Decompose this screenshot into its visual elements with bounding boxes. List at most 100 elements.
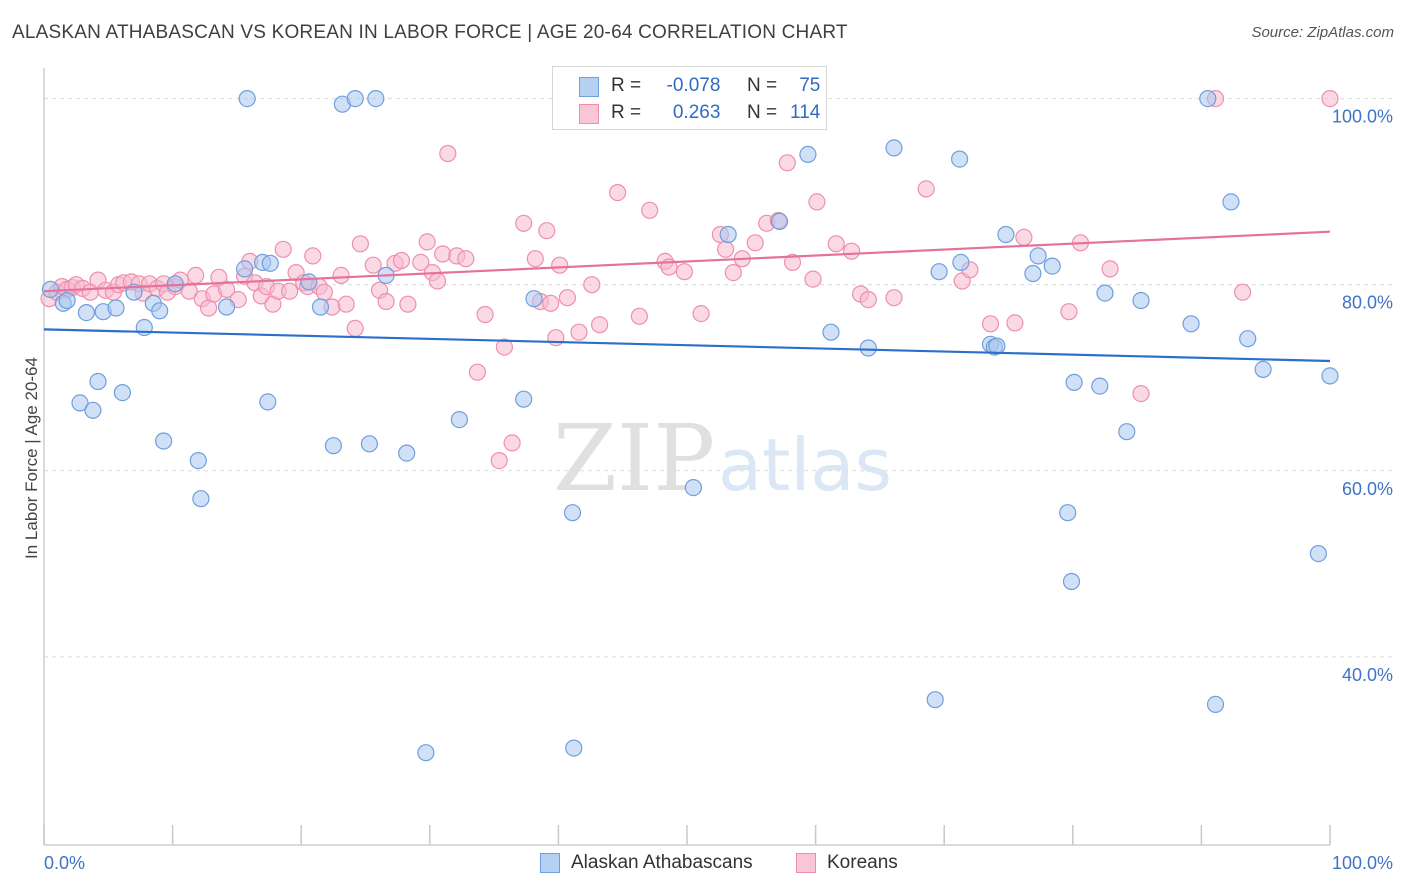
korean-point [281, 282, 299, 300]
korean-point [583, 276, 601, 294]
athabascan-point [360, 435, 378, 453]
korean-point [746, 234, 764, 252]
athabascan-point [926, 691, 944, 709]
legend-n-value: 75 [799, 75, 821, 96]
athabascan-trend-line [43, 328, 1331, 363]
legend-label-athabascan: Alaskan Athabascans [571, 852, 753, 873]
legend-r-label: R = [611, 75, 642, 96]
korean-point [392, 251, 411, 270]
athabascan-point [930, 263, 948, 281]
chart-title: ALASKAN ATHABASCAN VS KOREAN IN LABOR FO… [12, 22, 848, 43]
athabascan-point [1182, 315, 1200, 333]
athabascan-point [1132, 291, 1150, 310]
axis-labels: 40.0% 60.0% 80.0% 100.0% 0.0% 100.0% [44, 107, 1393, 873]
athabascan-point [885, 139, 903, 157]
correlation-legend: R = -0.078 N = 75 R = 0.263 N = 114 [552, 66, 827, 130]
korean-point [364, 256, 382, 274]
legend-label-korean: Koreans [827, 852, 898, 873]
athabascan-point [346, 89, 364, 108]
korean-point [526, 250, 544, 268]
athabascan-point [189, 452, 207, 470]
korean-point [1015, 228, 1033, 246]
korean-point [542, 294, 560, 312]
athabascan-point [1043, 257, 1061, 275]
watermark: ZIP atlas [553, 405, 892, 512]
korean-point [641, 201, 659, 219]
x-tick-label: 100.0% [1332, 853, 1393, 873]
korean-point [346, 319, 364, 337]
athabascan-point [1118, 423, 1136, 441]
korean-point [827, 235, 845, 253]
legend-swatch-pink [579, 104, 599, 124]
korean-point [490, 452, 508, 470]
athabascan-point [367, 89, 385, 108]
korean-point [210, 268, 228, 286]
legend-swatch-pink [796, 853, 816, 873]
legend-r-value: -0.078 [666, 75, 721, 96]
athabascan-point [988, 337, 1006, 355]
axis-layer [43, 68, 1331, 846]
athabascan-point [563, 504, 582, 522]
athabascan-point [84, 401, 102, 419]
korean-point [274, 240, 292, 258]
korean-point [428, 272, 447, 290]
athabascan-point [155, 432, 173, 450]
korean-point [859, 291, 877, 309]
athabascan-point [997, 225, 1015, 244]
athabascan-point [515, 390, 533, 408]
athabascan-point [1065, 373, 1083, 391]
korean-point [630, 307, 649, 325]
korean-point [187, 266, 205, 284]
korean-point [716, 240, 735, 258]
korean-point [468, 363, 486, 381]
athabascan-point [192, 490, 210, 508]
korean-point [551, 256, 569, 274]
korean-point [547, 329, 565, 347]
korean-point [675, 263, 694, 281]
athabascan-point [1254, 360, 1272, 378]
korean-point [457, 250, 475, 268]
athabascan-point [1024, 264, 1042, 283]
korean-point [783, 253, 802, 271]
athabascan-point [218, 298, 236, 316]
korean-point [590, 316, 609, 334]
athabascan-point [950, 150, 969, 168]
athabascan-point [770, 212, 789, 230]
athabascan-point [1096, 284, 1114, 302]
korean-point [804, 270, 822, 288]
korean-points [40, 89, 1339, 470]
trend-lines [43, 230, 1331, 363]
korean-point [377, 292, 395, 311]
athabascan-point [71, 394, 89, 412]
athabascan-point [1206, 695, 1225, 714]
korean-point [476, 305, 494, 324]
korean-point [842, 242, 861, 260]
x-tick-label: 0.0% [44, 853, 85, 873]
korean-point [412, 253, 430, 271]
korean-point [808, 193, 826, 211]
korean-point [538, 222, 556, 240]
korean-point [1132, 385, 1150, 403]
korean-point [180, 282, 198, 300]
korean-point [724, 264, 742, 282]
korean-point [1321, 89, 1339, 108]
athabascan-point [311, 298, 330, 316]
athabascan-point [1239, 330, 1257, 348]
athabascan-point [41, 280, 60, 298]
korean-point [337, 295, 355, 313]
athabascan-point [259, 393, 277, 411]
korean-point [304, 247, 322, 265]
korean-trend-line [43, 230, 1331, 293]
athabascan-point [1309, 544, 1328, 563]
athabascan-point [58, 291, 76, 310]
korean-point [418, 233, 436, 251]
korean-point [1101, 260, 1119, 278]
athabascan-point [1199, 89, 1217, 108]
korean-point [885, 289, 903, 307]
athabascan-point [238, 89, 256, 108]
athabascan-point [450, 411, 468, 429]
korean-point [1060, 303, 1078, 321]
athabascan-point [565, 739, 583, 757]
korean-point [981, 315, 1000, 333]
